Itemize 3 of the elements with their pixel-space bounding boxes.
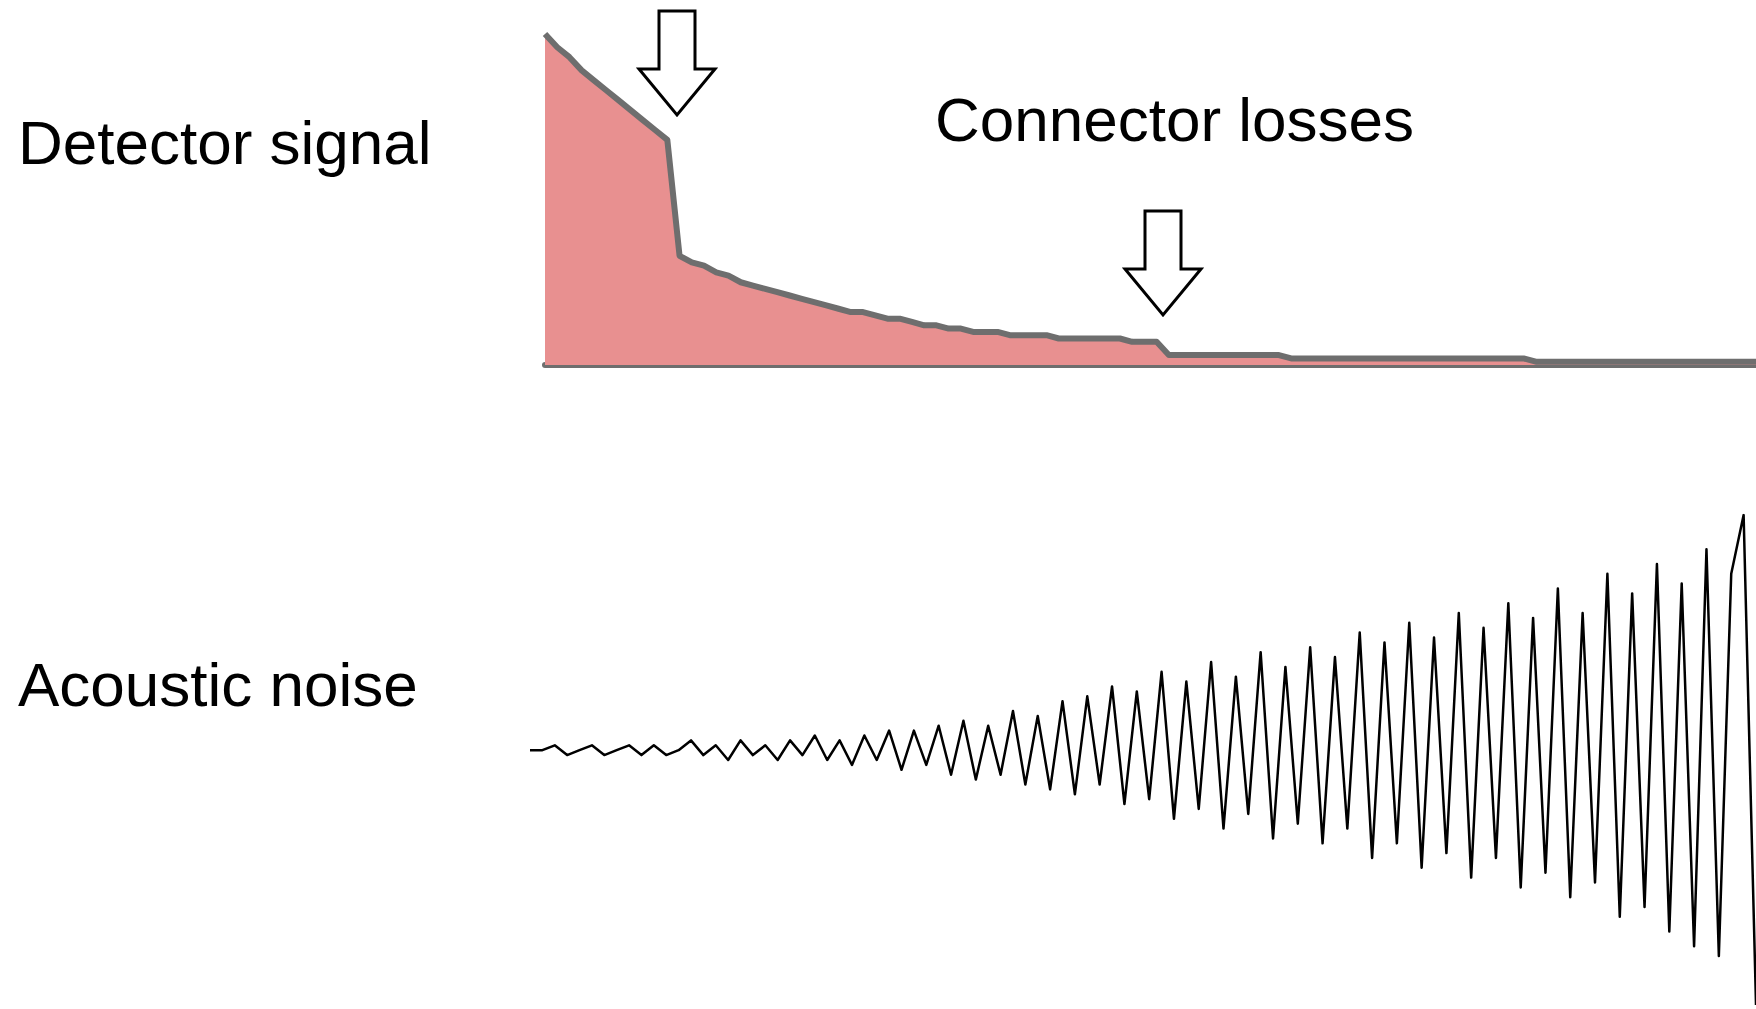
y-axis-title: Detector signal [18, 107, 432, 177]
annotation: Connector losses [935, 84, 1415, 154]
y-axis-title: Acoustic noise [18, 649, 418, 719]
